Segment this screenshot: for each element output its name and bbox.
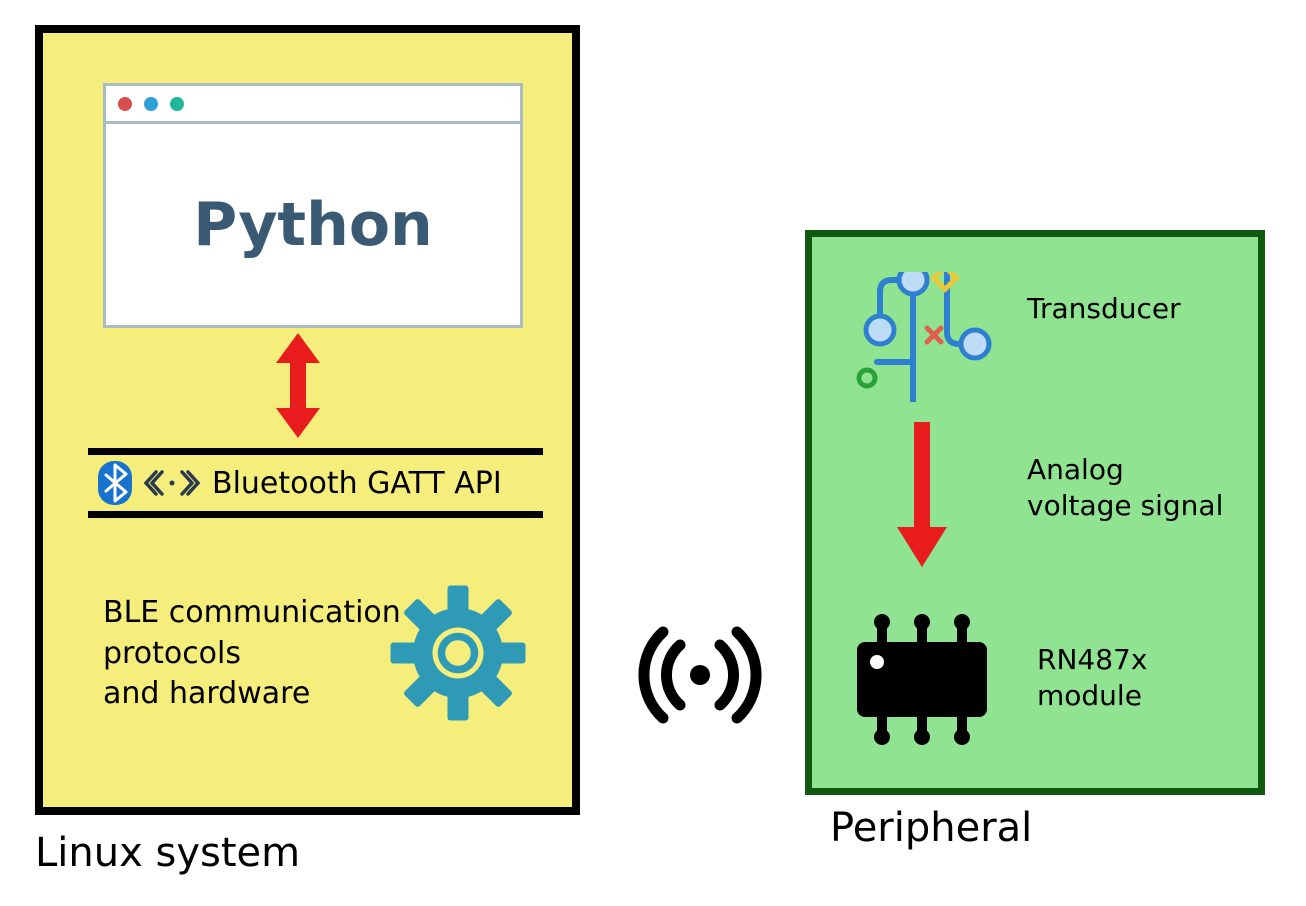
- bidirectional-arrow-icon: [268, 333, 328, 438]
- python-window: Python: [103, 83, 523, 328]
- python-title: Python: [193, 190, 433, 260]
- gatt-api-label: Bluetooth GATT API: [212, 466, 502, 501]
- gatt-api-bar: Bluetooth GATT API: [88, 448, 543, 518]
- chip-module-label: RN487x module: [1037, 642, 1147, 715]
- gear-icon: [383, 578, 533, 728]
- chip-line-2: module: [1037, 678, 1147, 714]
- window-dot-blue: [144, 97, 158, 111]
- bluetooth-icon: [98, 461, 132, 505]
- window-titlebar: [106, 86, 520, 124]
- ble-line-2: protocols: [103, 634, 401, 675]
- transfer-chevrons-icon: [142, 468, 202, 498]
- diagram-canvas: Python Bluetooth GATT API BLE communicat…: [0, 0, 1306, 906]
- chip-line-1: RN487x: [1037, 642, 1147, 678]
- ble-line-3: and hardware: [103, 674, 401, 715]
- ble-description: BLE communication protocols and hardware: [103, 593, 401, 715]
- peripheral-label: Peripheral: [830, 805, 1032, 851]
- analog-line-2: voltage signal: [1027, 488, 1223, 524]
- ble-line-1: BLE communication: [103, 593, 401, 634]
- analog-signal-label: Analog voltage signal: [1027, 452, 1223, 525]
- window-dot-red: [118, 97, 132, 111]
- peripheral-box: Transducer Analog voltage signal RN487x …: [805, 230, 1265, 795]
- transducer-icon: [847, 272, 992, 402]
- chip-module-icon: [842, 607, 1002, 752]
- linux-system-box: Python Bluetooth GATT API BLE communicat…: [35, 25, 580, 815]
- transducer-label: Transducer: [1027, 292, 1181, 325]
- window-body: Python: [106, 124, 520, 325]
- linux-system-label: Linux system: [35, 830, 300, 876]
- down-arrow-icon: [897, 422, 947, 567]
- wireless-signal-icon: [625, 620, 775, 730]
- window-dot-teal: [170, 97, 184, 111]
- analog-line-1: Analog: [1027, 452, 1223, 488]
